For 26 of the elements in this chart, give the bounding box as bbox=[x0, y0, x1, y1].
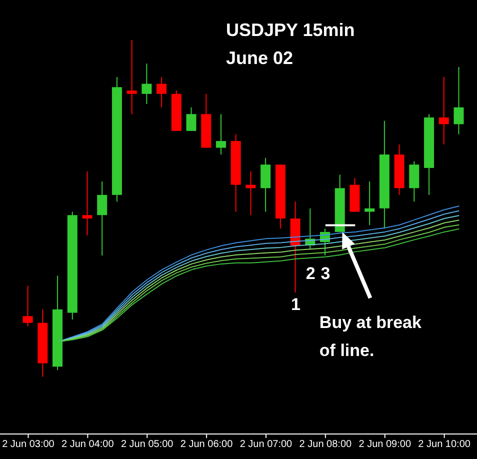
candlestick bbox=[216, 114, 226, 155]
annotation: Buy at break of line. bbox=[319, 313, 422, 360]
annotation: 2 bbox=[306, 264, 316, 283]
x-tick-label: 2 Jun 09:00 bbox=[358, 439, 412, 450]
candlestick bbox=[126, 40, 137, 115]
candlestick bbox=[260, 157, 271, 212]
x-tick-label: 2 Jun 07:00 bbox=[240, 439, 293, 450]
candlestick bbox=[82, 170, 92, 236]
x-tick-label: 2 Jun 06:00 bbox=[180, 439, 234, 450]
x-tick-label: 2 Jun 10:00 bbox=[418, 439, 471, 450]
candlestick bbox=[454, 66, 464, 135]
x-tick-label: 2 Jun 03:00 bbox=[2, 439, 55, 450]
candlestick bbox=[438, 76, 449, 145]
annotation: 1 bbox=[290, 295, 300, 314]
candlestick bbox=[97, 180, 108, 256]
candlestick bbox=[409, 160, 420, 202]
x-tick-label: 2 Jun 05:00 bbox=[120, 439, 174, 450]
candlestick bbox=[22, 285, 33, 327]
candlestick bbox=[156, 76, 167, 108]
chart-title: USDJPY 15min bbox=[226, 20, 355, 41]
candlestick bbox=[186, 106, 196, 132]
x-tick-label: 2 Jun 08:00 bbox=[299, 439, 352, 450]
annotation: 3 bbox=[320, 264, 330, 283]
x-tick-label: 2 Jun 04:00 bbox=[62, 439, 114, 450]
candlestick bbox=[142, 63, 152, 104]
chart-subtitle: June 02 bbox=[226, 48, 294, 69]
